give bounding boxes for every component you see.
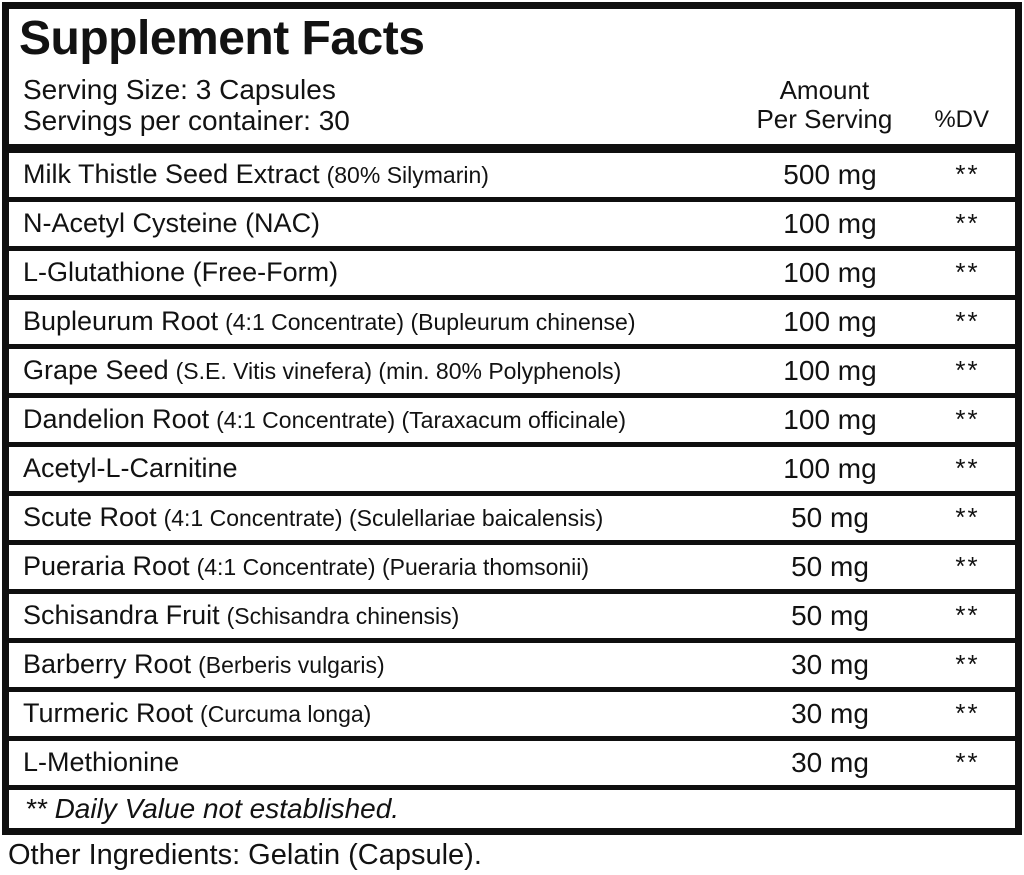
ingredient-amount: 30 mg <box>791 648 869 680</box>
ingredient-amount: 100 mg <box>783 354 877 386</box>
ingredient-row: Scute Root (4:1 Concentrate) (Sculellaria… <box>9 496 1015 545</box>
ingredient-dv: ** <box>955 747 980 778</box>
ingredient-name-cell: Turmeric Root (Curcuma longa) <box>23 698 740 729</box>
ingredient-name-cell: L-Glutathione (Free-Form) <box>23 257 740 288</box>
ingredient-detail: (4:1 Concentrate) (Pueraria thomsonii) <box>196 554 590 581</box>
ingredient-name: L-Glutathione (Free-Form) <box>23 257 339 288</box>
ingredient-amount: 500 mg <box>783 158 877 190</box>
ingredient-rows: Milk Thistle Seed Extract (80% Silymarin)… <box>9 153 1015 790</box>
ingredient-name: L-Methionine <box>23 747 180 778</box>
servings-per-container: Servings per container: 30 <box>23 105 350 137</box>
ingredient-dv: ** <box>955 502 980 533</box>
ingredient-detail: (Berberis vulgaris) <box>198 652 385 679</box>
ingredient-amount: 100 mg <box>783 207 877 239</box>
serving-size: Serving Size: 3 Capsules <box>23 73 336 105</box>
ingredient-name-cell: Pueraria Root (4:1 Concentrate) (Pueraria… <box>23 551 740 582</box>
ingredient-dv: ** <box>955 404 980 435</box>
ingredient-amount: 100 mg <box>783 452 877 484</box>
panel-title: Supplement Facts <box>19 12 425 65</box>
ingredient-dv: ** <box>955 600 980 631</box>
ingredient-amount: 30 mg <box>791 746 869 778</box>
ingredient-name-cell: Bupleurum Root (4:1 Concentrate) (Bupleur… <box>23 306 740 337</box>
ingredient-amount: 50 mg <box>791 550 869 582</box>
ingredient-row: Milk Thistle Seed Extract (80% Silymarin)… <box>9 153 1015 202</box>
ingredient-amount: 50 mg <box>791 501 869 533</box>
daily-value-footnote: ** Daily Value not established. <box>25 792 400 824</box>
ingredient-detail: (Curcuma longa) <box>200 701 372 728</box>
ingredient-row: Acetyl-L-Carnitine 100 mg ** <box>9 447 1015 496</box>
ingredient-name: Turmeric Root <box>23 698 194 729</box>
ingredient-detail: (S.E. Vitis vinefera) (min. 80% Polyphen… <box>175 358 622 385</box>
other-ingredients: Other Ingredients: Gelatin (Capsule). <box>8 839 482 871</box>
ingredient-amount: 50 mg <box>791 599 869 631</box>
ingredient-name: Grape Seed <box>23 355 169 386</box>
ingredient-name: Acetyl-L-Carnitine <box>23 453 238 484</box>
ingredient-name: Scute Root <box>23 502 157 533</box>
ingredient-detail: (4:1 Concentrate) (Taraxacum officinale) <box>216 407 627 434</box>
ingredient-name-cell: Scute Root (4:1 Concentrate) (Sculellaria… <box>23 502 740 533</box>
ingredient-amount: 100 mg <box>783 305 877 337</box>
ingredient-row: Turmeric Root (Curcuma longa) 30 mg ** <box>9 692 1015 741</box>
ingredient-dv: ** <box>955 306 980 337</box>
ingredient-name-cell: Barberry Root (Berberis vulgaris) <box>23 649 740 680</box>
column-header-dv: %DV <box>934 105 989 133</box>
ingredient-dv: ** <box>955 698 980 729</box>
ingredient-row: Bupleurum Root (4:1 Concentrate) (Bupleur… <box>9 300 1015 349</box>
ingredient-name-cell: Schisandra Fruit (Schisandra chinensis) <box>23 600 740 631</box>
ingredient-dv: ** <box>955 453 980 484</box>
ingredient-amount: 100 mg <box>783 256 877 288</box>
ingredient-row: N-Acetyl Cysteine (NAC) 100 mg ** <box>9 202 1015 251</box>
ingredient-dv: ** <box>955 649 980 680</box>
ingredient-name: Schisandra Fruit <box>23 600 220 631</box>
ingredient-name-cell: Grape Seed (S.E. Vitis vinefera) (min. 80… <box>23 355 740 386</box>
ingredient-name: Pueraria Root <box>23 551 190 582</box>
ingredient-row: Pueraria Root (4:1 Concentrate) (Pueraria… <box>9 545 1015 594</box>
ingredient-dv: ** <box>955 551 980 582</box>
column-header-amount: Amount Per Serving <box>756 76 892 134</box>
ingredient-row: Dandelion Root (4:1 Concentrate) (Taraxac… <box>9 398 1015 447</box>
ingredient-row: Grape Seed (S.E. Vitis vinefera) (min. 80… <box>9 349 1015 398</box>
ingredient-dv: ** <box>955 355 980 386</box>
ingredient-amount: 100 mg <box>783 403 877 435</box>
ingredient-dv: ** <box>955 208 980 239</box>
ingredient-name: Barberry Root <box>23 649 192 680</box>
header-divider <box>9 143 1015 153</box>
ingredient-name-cell: Dandelion Root (4:1 Concentrate) (Taraxac… <box>23 404 740 435</box>
ingredient-detail: (Schisandra chinensis) <box>226 603 460 630</box>
ingredient-detail: (80% Silymarin) <box>326 162 489 189</box>
ingredient-name: Bupleurum Root <box>23 306 219 337</box>
ingredient-name-cell: Milk Thistle Seed Extract (80% Silymarin) <box>23 159 740 190</box>
ingredient-row: L-Glutathione (Free-Form) 100 mg ** <box>9 251 1015 300</box>
ingredient-row: L-Methionine 30 mg ** <box>9 741 1015 790</box>
ingredient-amount: 30 mg <box>791 697 869 729</box>
column-headers: Amount Per Serving %DV <box>756 76 1001 136</box>
ingredient-name-cell: Acetyl-L-Carnitine <box>23 453 740 484</box>
ingredient-detail: (4:1 Concentrate) (Bupleurum chinense) <box>225 309 636 336</box>
ingredient-dv: ** <box>955 257 980 288</box>
ingredient-detail: (4:1 Concentrate) (Sculellariae baicalen… <box>163 505 604 532</box>
supplement-facts-panel: Supplement Facts Serving Size: 3 Capsule… <box>2 2 1022 835</box>
ingredient-name: Dandelion Root <box>23 404 210 435</box>
serving-header: Serving Size: 3 Capsules Servings per co… <box>9 66 1015 144</box>
ingredient-name-cell: N-Acetyl Cysteine (NAC) <box>23 208 740 239</box>
ingredient-name: N-Acetyl Cysteine (NAC) <box>23 208 321 239</box>
column-header-amount-line2: Per Serving <box>756 104 893 135</box>
ingredient-name-cell: L-Methionine <box>23 747 740 778</box>
serving-info: Serving Size: 3 Capsules Servings per co… <box>23 74 350 137</box>
ingredient-dv: ** <box>955 159 980 190</box>
ingredient-name: Milk Thistle Seed Extract <box>23 159 320 190</box>
ingredient-row: Barberry Root (Berberis vulgaris) 30 mg *… <box>9 643 1015 692</box>
ingredient-row: Schisandra Fruit (Schisandra chinensis) 5… <box>9 594 1015 643</box>
column-header-amount-line1: Amount <box>779 75 870 106</box>
